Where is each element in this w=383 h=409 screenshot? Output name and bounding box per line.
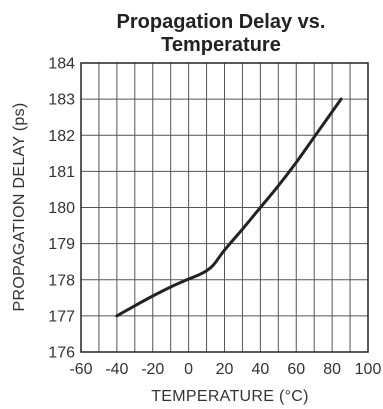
y-tick-label: 181 bbox=[48, 164, 75, 181]
x-tick-labels: -60 -40 -20 0 20 40 60 80 100 bbox=[69, 361, 381, 378]
plot-frame-rect bbox=[80, 62, 369, 353]
y-axis-label: PROPAGATION DELAY (ps) bbox=[11, 102, 28, 311]
y-tick-label: 184 bbox=[48, 56, 75, 73]
x-tick-label: 100 bbox=[355, 361, 382, 378]
y-tick-label: 182 bbox=[48, 128, 75, 145]
y-tick-label: 183 bbox=[48, 92, 75, 109]
grid-lines bbox=[81, 63, 368, 352]
y-tick-label: 176 bbox=[48, 345, 75, 362]
x-tick-label: -60 bbox=[69, 361, 92, 378]
y-tick-label: 180 bbox=[48, 200, 75, 217]
x-tick-label: 20 bbox=[216, 361, 234, 378]
plot-frame bbox=[80, 62, 369, 353]
y-tick-label: 178 bbox=[48, 272, 75, 289]
series-group bbox=[115, 97, 343, 318]
x-tick-label: 40 bbox=[251, 361, 269, 378]
x-tick-label: 80 bbox=[323, 361, 341, 378]
y-tick-labels: 176 177 178 179 180 181 182 183 184 bbox=[48, 56, 75, 362]
x-tick-label: -40 bbox=[105, 361, 128, 378]
x-tick-label: 60 bbox=[287, 361, 305, 378]
series-line-0 bbox=[115, 97, 343, 318]
chart-title-line-2: Temperature bbox=[161, 34, 281, 56]
chart-title: Propagation Delay vs. Temperature bbox=[117, 11, 326, 56]
chart-title-line-1: Propagation Delay vs. bbox=[117, 11, 326, 33]
y-tick-label: 179 bbox=[48, 236, 75, 253]
x-tick-label: 0 bbox=[184, 361, 193, 378]
x-tick-label: -20 bbox=[141, 361, 164, 378]
x-axis-label: TEMPERATURE (°C) bbox=[151, 388, 309, 405]
y-tick-label: 177 bbox=[48, 308, 75, 325]
